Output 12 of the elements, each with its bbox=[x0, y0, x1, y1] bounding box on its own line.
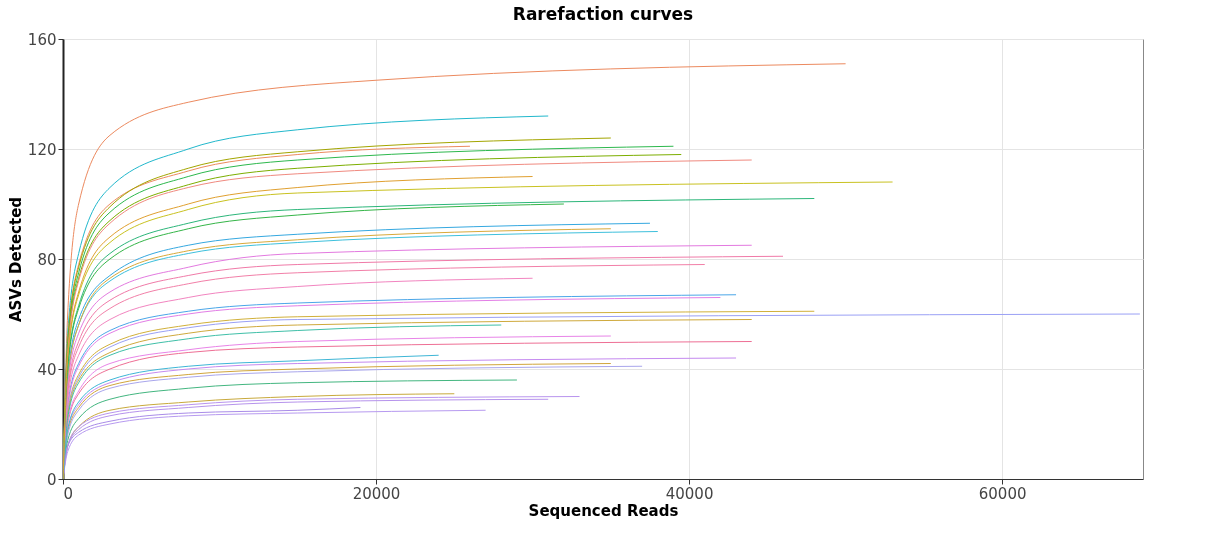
y-tick-label: 40 bbox=[37, 360, 57, 379]
x-tick-label: 0 bbox=[63, 484, 74, 503]
x-tick-label: 40000 bbox=[665, 484, 714, 503]
y-tick-label: 80 bbox=[37, 250, 57, 269]
y-tick-label: 120 bbox=[27, 140, 57, 159]
x-tick-label: 60000 bbox=[978, 484, 1027, 503]
x-axis-title: Sequenced Reads bbox=[528, 501, 679, 520]
y-axis-title: ASVs Detected bbox=[6, 196, 25, 323]
chart-title: Rarefaction curves bbox=[512, 4, 694, 24]
y-tick-label: 160 bbox=[27, 30, 57, 49]
x-tick-label: 20000 bbox=[352, 484, 401, 503]
y-tick-label: 0 bbox=[46, 470, 57, 489]
